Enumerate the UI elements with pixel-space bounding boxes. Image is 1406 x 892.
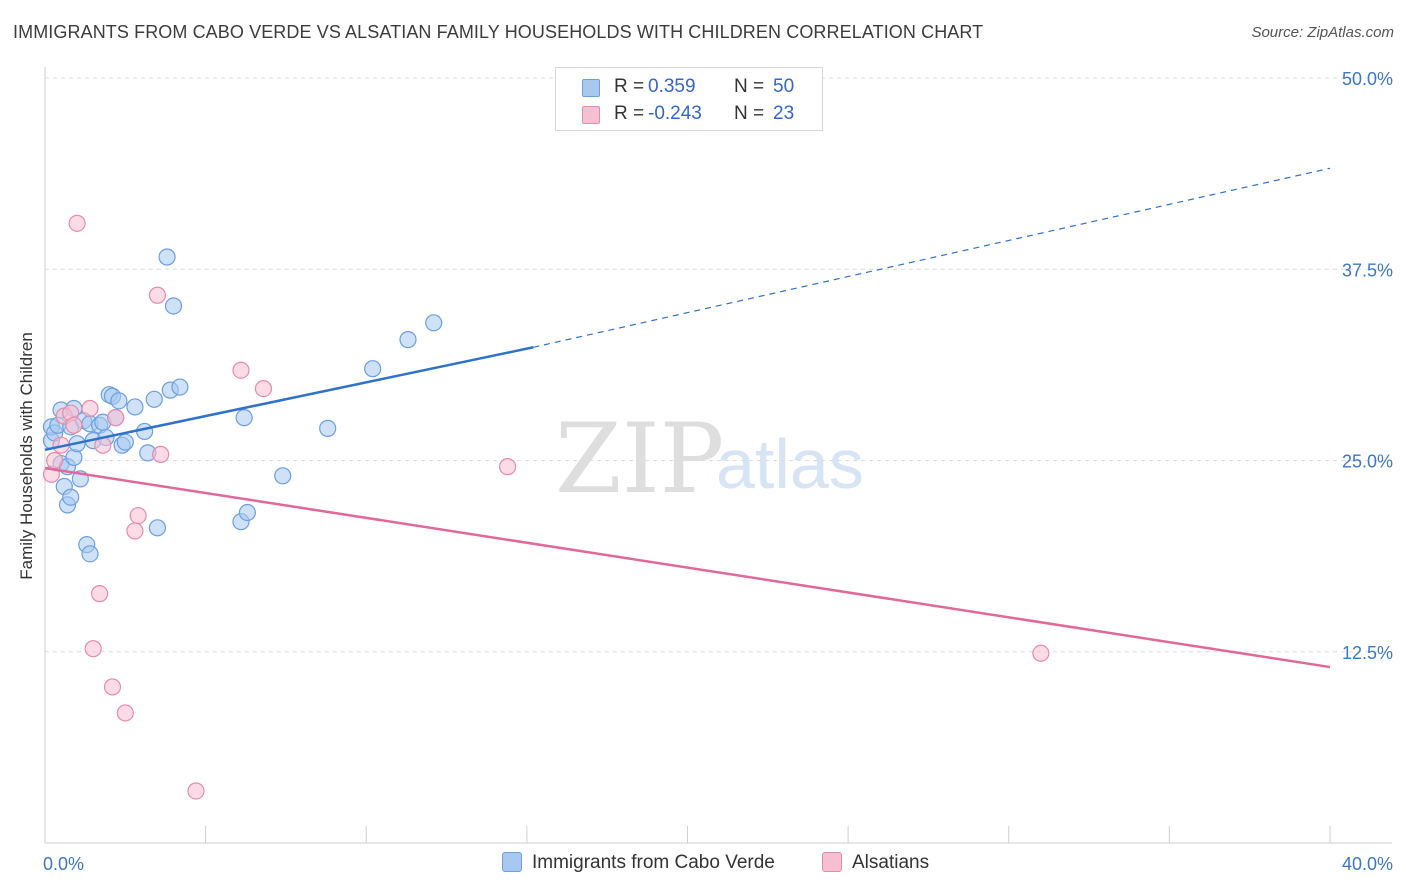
point-alsatians: [129, 506, 147, 525]
legend-n-label: N =: [734, 76, 765, 97]
point-cabo-verde: [110, 392, 128, 410]
trend-line-cabo-verde: [44, 346, 534, 452]
series-legend-label: Alsatians: [852, 852, 930, 873]
point-alsatians: [187, 782, 205, 800]
legend-r-value: 0.359: [648, 76, 696, 97]
y-tick-label: 37.5%: [1342, 260, 1393, 280]
point-cabo-verde: [148, 519, 167, 537]
series-legend-cabo-verde: Immigrants from Cabo Verde: [502, 852, 775, 876]
watermark-atlas: atlas: [716, 425, 864, 503]
point-alsatians: [499, 458, 517, 476]
y-tick-label: 25.0%: [1342, 452, 1393, 472]
legend-swatch-cabo-verde: [582, 79, 600, 97]
legend-n-value: 23: [773, 103, 795, 124]
point-alsatians: [152, 445, 170, 463]
legend-r-value: -0.243: [648, 103, 702, 124]
point-alsatians: [116, 704, 134, 722]
legend-r-label: R =: [614, 103, 645, 124]
point-alsatians: [91, 585, 109, 603]
point-cabo-verde: [62, 488, 80, 506]
x-tick-label-min: 0.0%: [43, 854, 84, 874]
chart-title: IMMIGRANTS FROM CABO VERDE VS ALSATIAN F…: [13, 22, 984, 42]
series-legend-alsatians: Alsatians: [822, 852, 929, 876]
point-alsatians: [68, 214, 86, 232]
trend-line-alsatians: [44, 466, 1331, 669]
point-cabo-verde: [238, 503, 256, 522]
point-cabo-verde: [81, 545, 99, 563]
point-cabo-verde: [319, 419, 337, 437]
point-alsatians: [1032, 644, 1050, 662]
point-alsatians: [84, 640, 102, 658]
series-swatch-cabo-verde: [502, 852, 522, 872]
point-cabo-verde: [116, 433, 134, 451]
legend-row-alsatians: R = -0.243 N = 23: [556, 102, 822, 128]
point-alsatians: [126, 522, 144, 540]
point-cabo-verde: [399, 331, 417, 349]
y-tick-label: 12.5%: [1342, 643, 1393, 663]
series-legend-label: Immigrants from Cabo Verde: [532, 852, 775, 873]
point-cabo-verde: [171, 378, 189, 396]
legend-row-cabo-verde: R = 0.359 N = 50: [556, 75, 822, 101]
series-swatch-alsatians: [822, 852, 842, 872]
point-alsatians: [254, 379, 273, 398]
point-alsatians: [81, 399, 99, 418]
point-cabo-verde: [425, 314, 443, 332]
point-cabo-verde: [126, 398, 144, 416]
point-cabo-verde: [235, 409, 253, 427]
x-tick-label-max: 40.0%: [1342, 854, 1393, 874]
point-cabo-verde: [364, 360, 382, 378]
point-cabo-verde: [145, 390, 163, 408]
point-cabo-verde: [274, 467, 292, 485]
point-alsatians: [46, 451, 64, 470]
point-cabo-verde: [135, 422, 154, 441]
watermark-zip: ZIP: [555, 403, 724, 515]
legend-r-label: R =: [614, 76, 645, 97]
point-alsatians: [148, 286, 167, 304]
legend-swatch-alsatians: [582, 106, 600, 124]
point-alsatians: [107, 409, 125, 427]
point-alsatians: [103, 678, 122, 696]
point-cabo-verde: [164, 297, 183, 315]
y-tick-label: 50.0%: [1342, 69, 1393, 89]
point-alsatians: [232, 361, 250, 379]
point-alsatians: [65, 416, 83, 434]
legend-n-label: N =: [734, 103, 765, 124]
stats-legend: R = 0.359 N = 50 R = -0.243 N = 23: [555, 67, 823, 131]
legend-n-value: 50: [773, 76, 795, 97]
source-credit: Source: ZipAtlas.com: [1251, 24, 1394, 41]
trend-line-cabo-verde-extension: [533, 167, 1331, 348]
point-cabo-verde: [158, 248, 176, 266]
